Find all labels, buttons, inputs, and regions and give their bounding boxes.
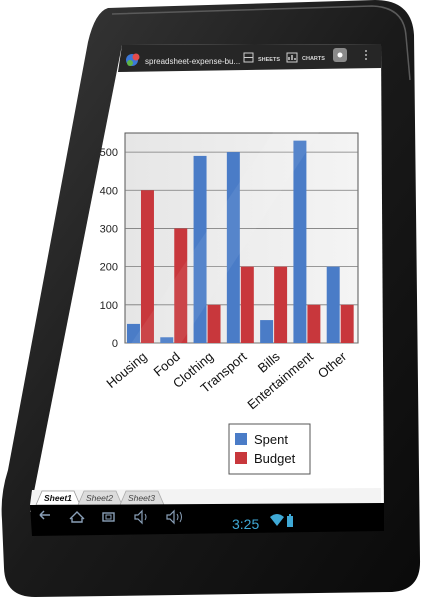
recent-apps-icon[interactable] <box>102 512 115 522</box>
status-clock: 3:25 <box>232 516 259 532</box>
legend: Spent Budget <box>228 423 311 475</box>
battery-icon <box>287 514 293 527</box>
system-bar <box>30 503 384 536</box>
y-tick-label: 200 <box>100 262 118 274</box>
volume-down-icon[interactable] <box>134 509 147 525</box>
bar-budget-housing <box>140 190 154 343</box>
bar-spent-food <box>160 337 174 343</box>
app-title[interactable]: spreadsheet-expense-bu... <box>145 57 240 66</box>
bar-spent-entertainment <box>293 140 307 343</box>
bar-spent-clothing <box>193 155 207 343</box>
screen-glare <box>120 70 360 360</box>
legend-swatch-budget <box>235 452 247 464</box>
sheets-icon <box>243 52 254 63</box>
sheet-tab-label: Sheet3 <box>128 493 155 503</box>
y-axis-ticks: 0 100 200 300 400 500 <box>100 147 118 350</box>
bar-budget-bills <box>274 266 288 343</box>
y-tick-label: 300 <box>100 223 118 235</box>
bar-budget-food <box>174 228 188 343</box>
sheet-tab-sheet2[interactable]: Sheet2 <box>77 490 123 506</box>
legend-label-budget: Budget <box>254 451 296 466</box>
y-tick-label: 0 <box>112 338 118 350</box>
legend-swatch-spent <box>235 433 247 445</box>
back-icon[interactable] <box>39 510 50 520</box>
sheet-tab-label: Sheet2 <box>86 493 113 503</box>
bezel-highlight <box>111 5 411 81</box>
legend-label-spent: Spent <box>254 432 288 447</box>
sheets-button[interactable]: SHEETS <box>243 52 280 63</box>
sheet-tab-label: Sheet1 <box>44 493 72 503</box>
settings-button[interactable] <box>333 48 347 62</box>
bar-budget-transport <box>240 266 254 343</box>
sheet-tab-sheet1[interactable]: Sheet1 <box>35 490 81 506</box>
app-logo-icon <box>126 53 140 66</box>
charts-icon <box>286 52 298 63</box>
y-tick-label: 500 <box>100 147 118 159</box>
sheets-label: SHEETS <box>258 57 280 63</box>
y-tick-label: 400 <box>100 185 118 197</box>
bar-spent-housing <box>126 323 140 343</box>
volume-up-icon[interactable] <box>166 509 182 525</box>
bar-spent-transport <box>226 152 240 343</box>
bar-budget-entertainment <box>307 304 321 343</box>
bar-spent-bills <box>260 320 274 343</box>
bar-budget-clothing <box>207 304 221 343</box>
sheet-tab-sheet3[interactable]: Sheet3 <box>119 490 165 506</box>
legend-box <box>228 423 311 475</box>
charts-label: CHARTS <box>302 56 325 62</box>
bar-spent-other <box>326 266 340 343</box>
home-icon[interactable] <box>69 511 85 523</box>
overflow-menu-icon[interactable] <box>365 50 367 60</box>
charts-button[interactable]: CHARTS <box>286 52 325 63</box>
bars <box>126 140 354 343</box>
sheet-tab-bar: Sheet1 Sheet2 Sheet3 <box>30 488 381 506</box>
wifi-icon <box>270 514 284 526</box>
y-tick-label: 100 <box>100 300 118 312</box>
bar-budget-other <box>340 304 354 343</box>
